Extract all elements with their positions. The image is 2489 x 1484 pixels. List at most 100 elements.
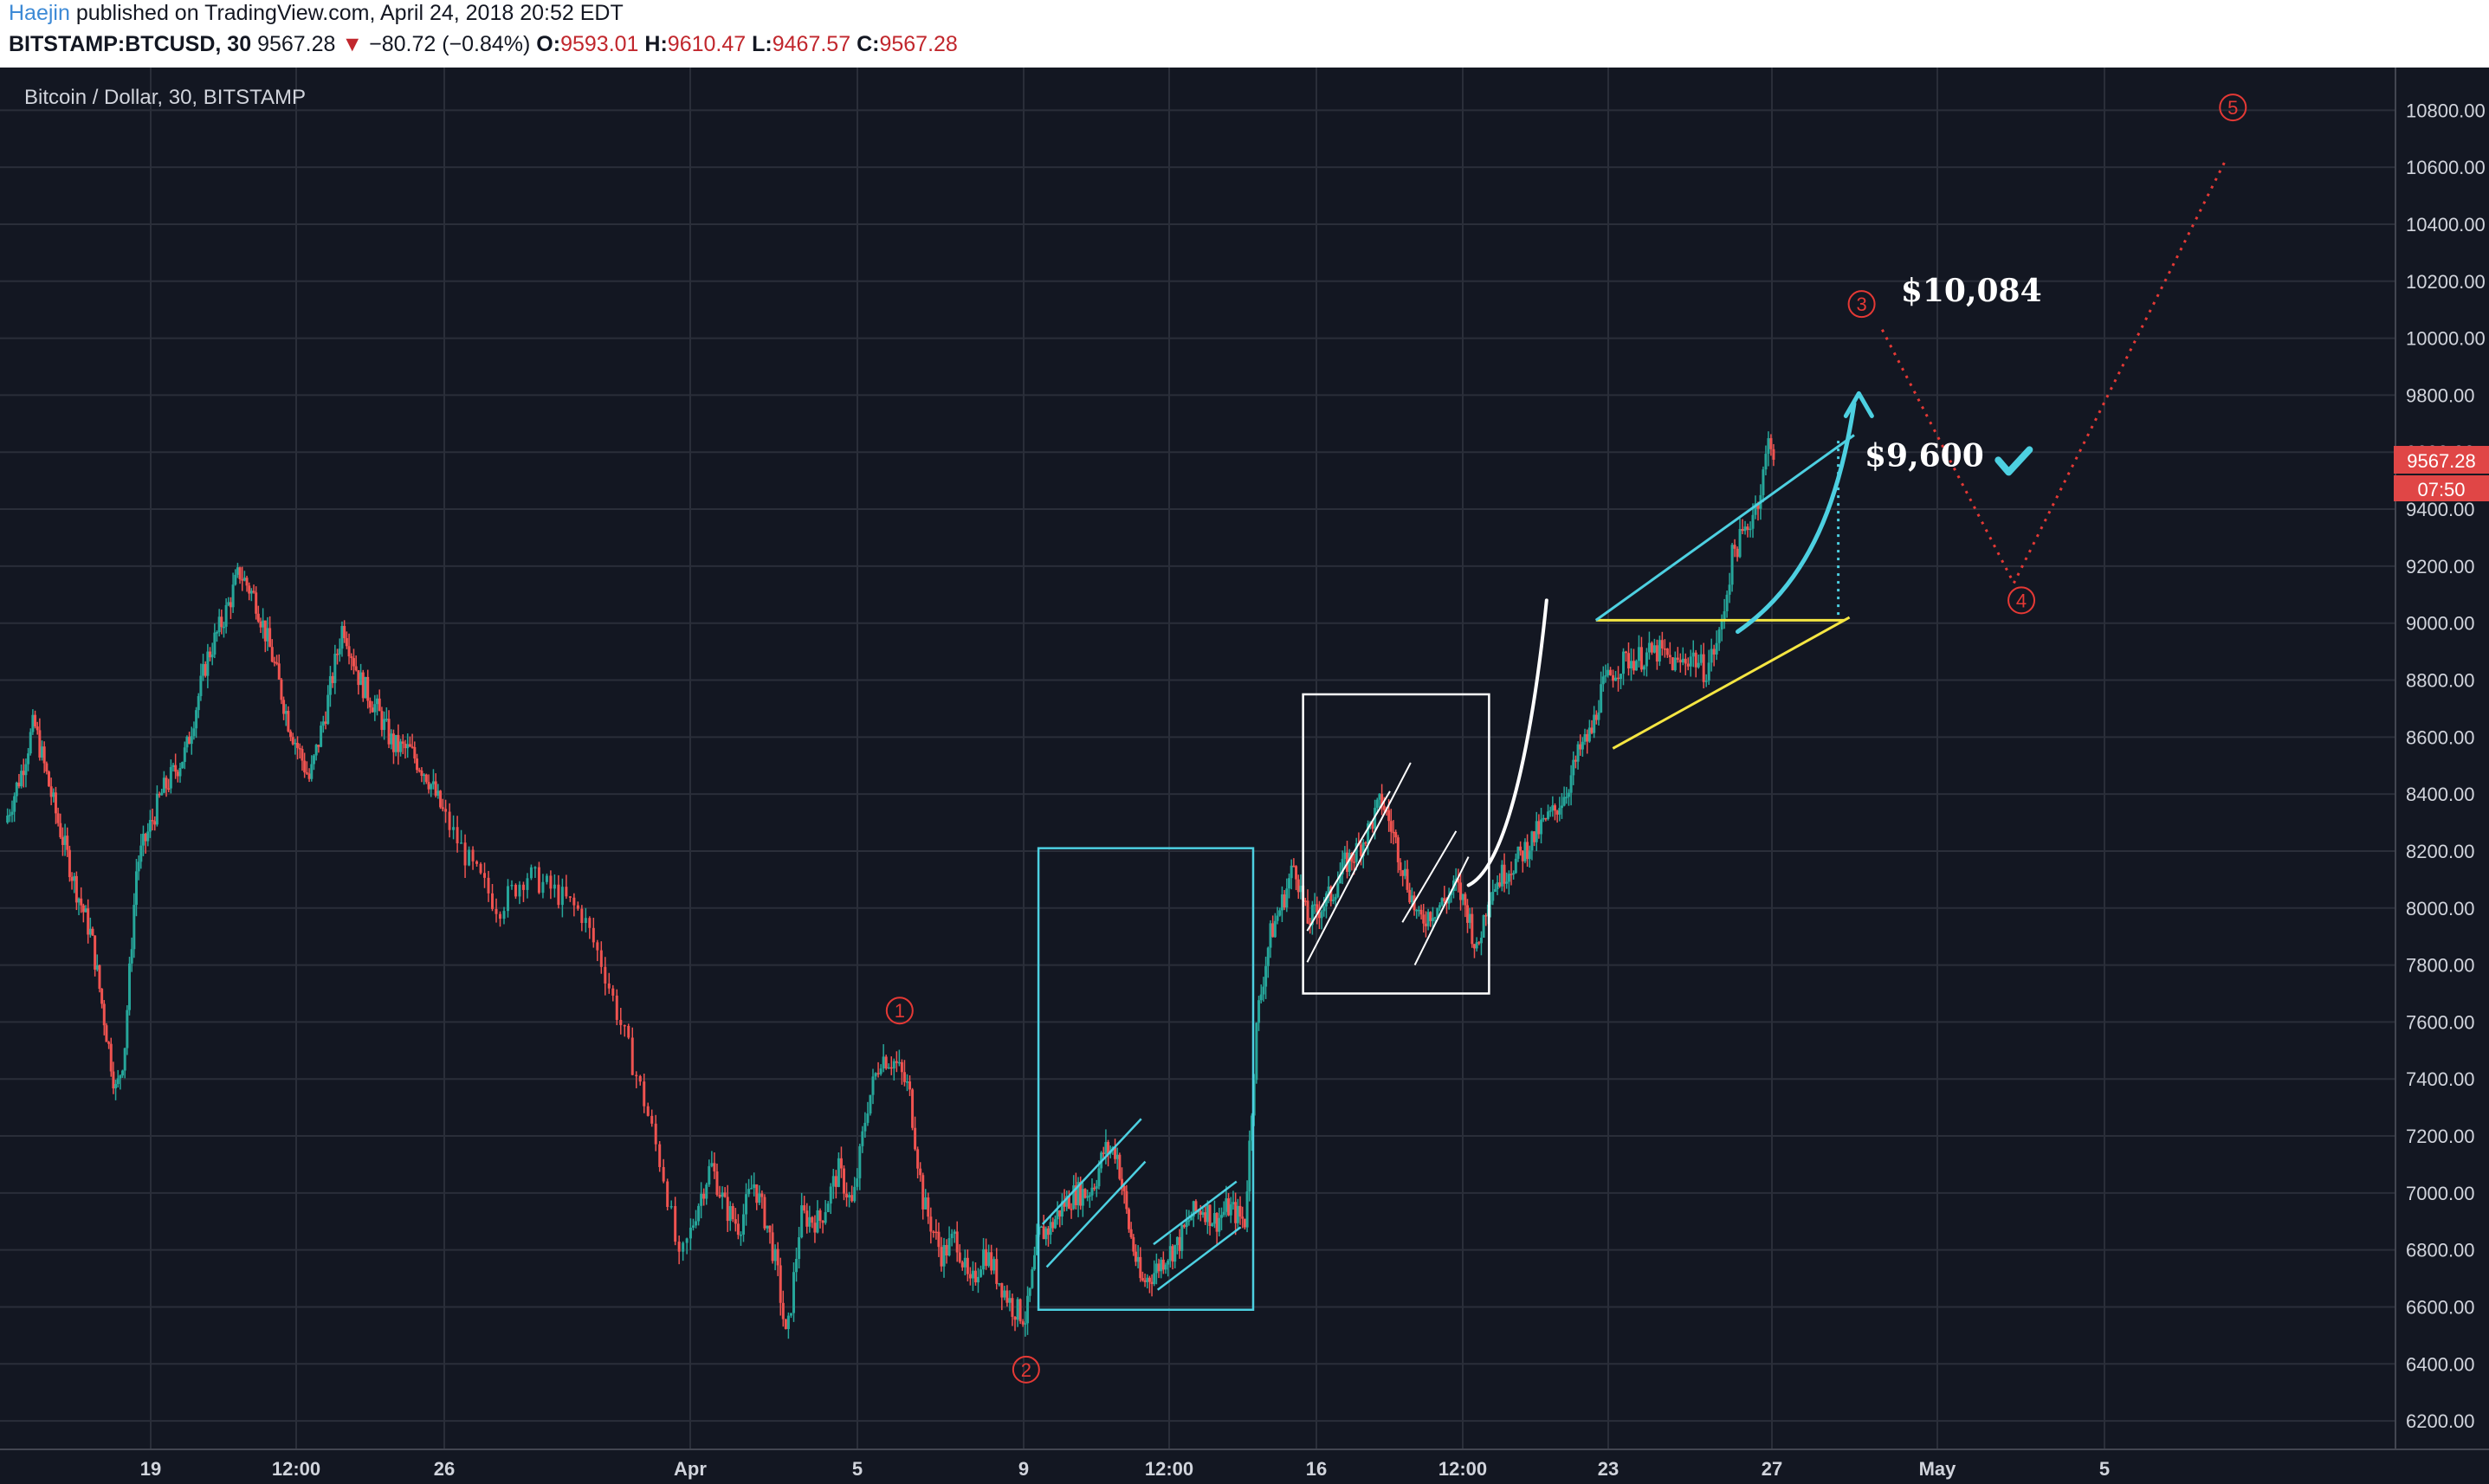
candle-body: [236, 567, 239, 575]
candle-body: [1367, 823, 1370, 844]
candle-body: [856, 1178, 859, 1187]
candle-body: [475, 861, 479, 864]
candle-body: [391, 733, 395, 752]
candle-body: [27, 753, 30, 765]
candle-body: [902, 1072, 906, 1082]
candle-body: [1738, 528, 1742, 558]
candle-body: [1018, 1299, 1022, 1322]
candle-body: [399, 741, 403, 752]
candle-body: [1232, 1202, 1235, 1205]
candle-body: [1551, 805, 1555, 811]
candle-body: [510, 885, 514, 887]
candle-body: [1477, 942, 1481, 944]
candle-body: [1461, 894, 1464, 900]
candle-body: [1523, 842, 1527, 861]
candle-body: [1466, 905, 1470, 923]
candle-body: [1182, 1224, 1186, 1228]
candle-body: [669, 1206, 673, 1208]
candle-body: [31, 714, 35, 732]
candle-body: [1192, 1201, 1195, 1217]
white-channel-line: [1306, 762, 1412, 963]
candle-body: [1167, 1261, 1170, 1265]
candle-body: [1173, 1245, 1177, 1262]
candle-body: [1479, 938, 1483, 944]
candle-body: [565, 887, 568, 897]
candle-body: [1065, 1196, 1069, 1207]
candle-body: [102, 1003, 106, 1026]
candle-body: [837, 1158, 840, 1187]
candle-body: [1593, 714, 1596, 733]
candle-body: [1097, 1168, 1101, 1187]
candle-body: [275, 662, 279, 664]
price-axis[interactable]: 6200.00 6400.00 6600.00 6800.00 7000.00 7200.…: [2406, 100, 2486, 1432]
candle-body: [359, 672, 363, 686]
candle-body: [658, 1144, 662, 1167]
candle-body: [270, 647, 274, 662]
y-tick-label: 10200.00: [2406, 271, 2486, 293]
y-tick-label: 9200.00: [2406, 556, 2475, 577]
candle-body: [1127, 1209, 1130, 1229]
candle-body: [487, 877, 490, 894]
candle-body: [1074, 1185, 1077, 1206]
candle-body: [107, 1042, 111, 1044]
candle-body: [715, 1171, 719, 1195]
candle-body: [160, 792, 164, 796]
open-value: 9593.01: [560, 32, 639, 56]
wave-marker-circle: [1012, 1355, 1040, 1384]
candle-body: [20, 771, 23, 787]
candle-body: [448, 811, 451, 830]
candle-body: [324, 721, 327, 725]
candle-body: [1572, 759, 1575, 776]
candle-body: [162, 777, 165, 793]
candle-body: [1756, 503, 1760, 509]
candle-body: [1199, 1210, 1202, 1216]
candle-body: [479, 863, 482, 874]
candle-body: [1537, 821, 1541, 835]
candle-body: [572, 897, 576, 906]
candle-body: [310, 764, 314, 779]
candle-body: [588, 918, 592, 928]
change-value: −80.72 (−0.84%): [369, 32, 531, 56]
candle-body: [371, 707, 374, 713]
candle-body: [1491, 892, 1495, 901]
candle-body: [662, 1166, 665, 1182]
candle-body: [1353, 861, 1356, 863]
candle-body: [1512, 873, 1516, 874]
candle-body: [1154, 1263, 1158, 1274]
y-tick-label: 10000.00: [2406, 328, 2486, 350]
candle-body: [1056, 1210, 1059, 1220]
candle-body: [1472, 944, 1476, 949]
candle-body: [158, 793, 161, 796]
candle-body: [934, 1231, 938, 1234]
candle-body: [1663, 648, 1666, 650]
candle-body: [1526, 842, 1529, 860]
wave-marker-circle: [1847, 290, 1876, 319]
candle-body: [1354, 842, 1358, 862]
candle-body: [848, 1195, 851, 1198]
candle-body: [378, 698, 381, 712]
published-text: published on TradingView.com, April 24, …: [75, 1, 624, 25]
candle-body: [167, 788, 171, 790]
candle-body: [420, 771, 423, 777]
candle-body: [1134, 1251, 1137, 1262]
candle-body: [584, 918, 587, 923]
candle-body: [1519, 846, 1522, 851]
candle-body: [280, 679, 283, 700]
candle-body: [1645, 652, 1648, 667]
candle-body: [256, 613, 260, 622]
candle-body: [1348, 853, 1351, 872]
candle-body: [808, 1216, 811, 1227]
y-tick-label: 7400.00: [2406, 1068, 2475, 1090]
candle-body: [1269, 923, 1272, 948]
candle-body: [231, 584, 235, 608]
author-link[interactable]: Haejin: [9, 1, 70, 25]
candle-body: [1215, 1213, 1219, 1232]
time-axis[interactable]: 19 12:00 26 Apr 5 9 12:00 16 12:00 23 27 May 5: [140, 1458, 2110, 1480]
candle-body: [1013, 1316, 1017, 1320]
candle-body: [1171, 1246, 1174, 1262]
candle-body: [1031, 1269, 1034, 1288]
candle-body: [518, 884, 521, 897]
candle-body: [1190, 1216, 1193, 1221]
candle-body: [1746, 526, 1749, 530]
